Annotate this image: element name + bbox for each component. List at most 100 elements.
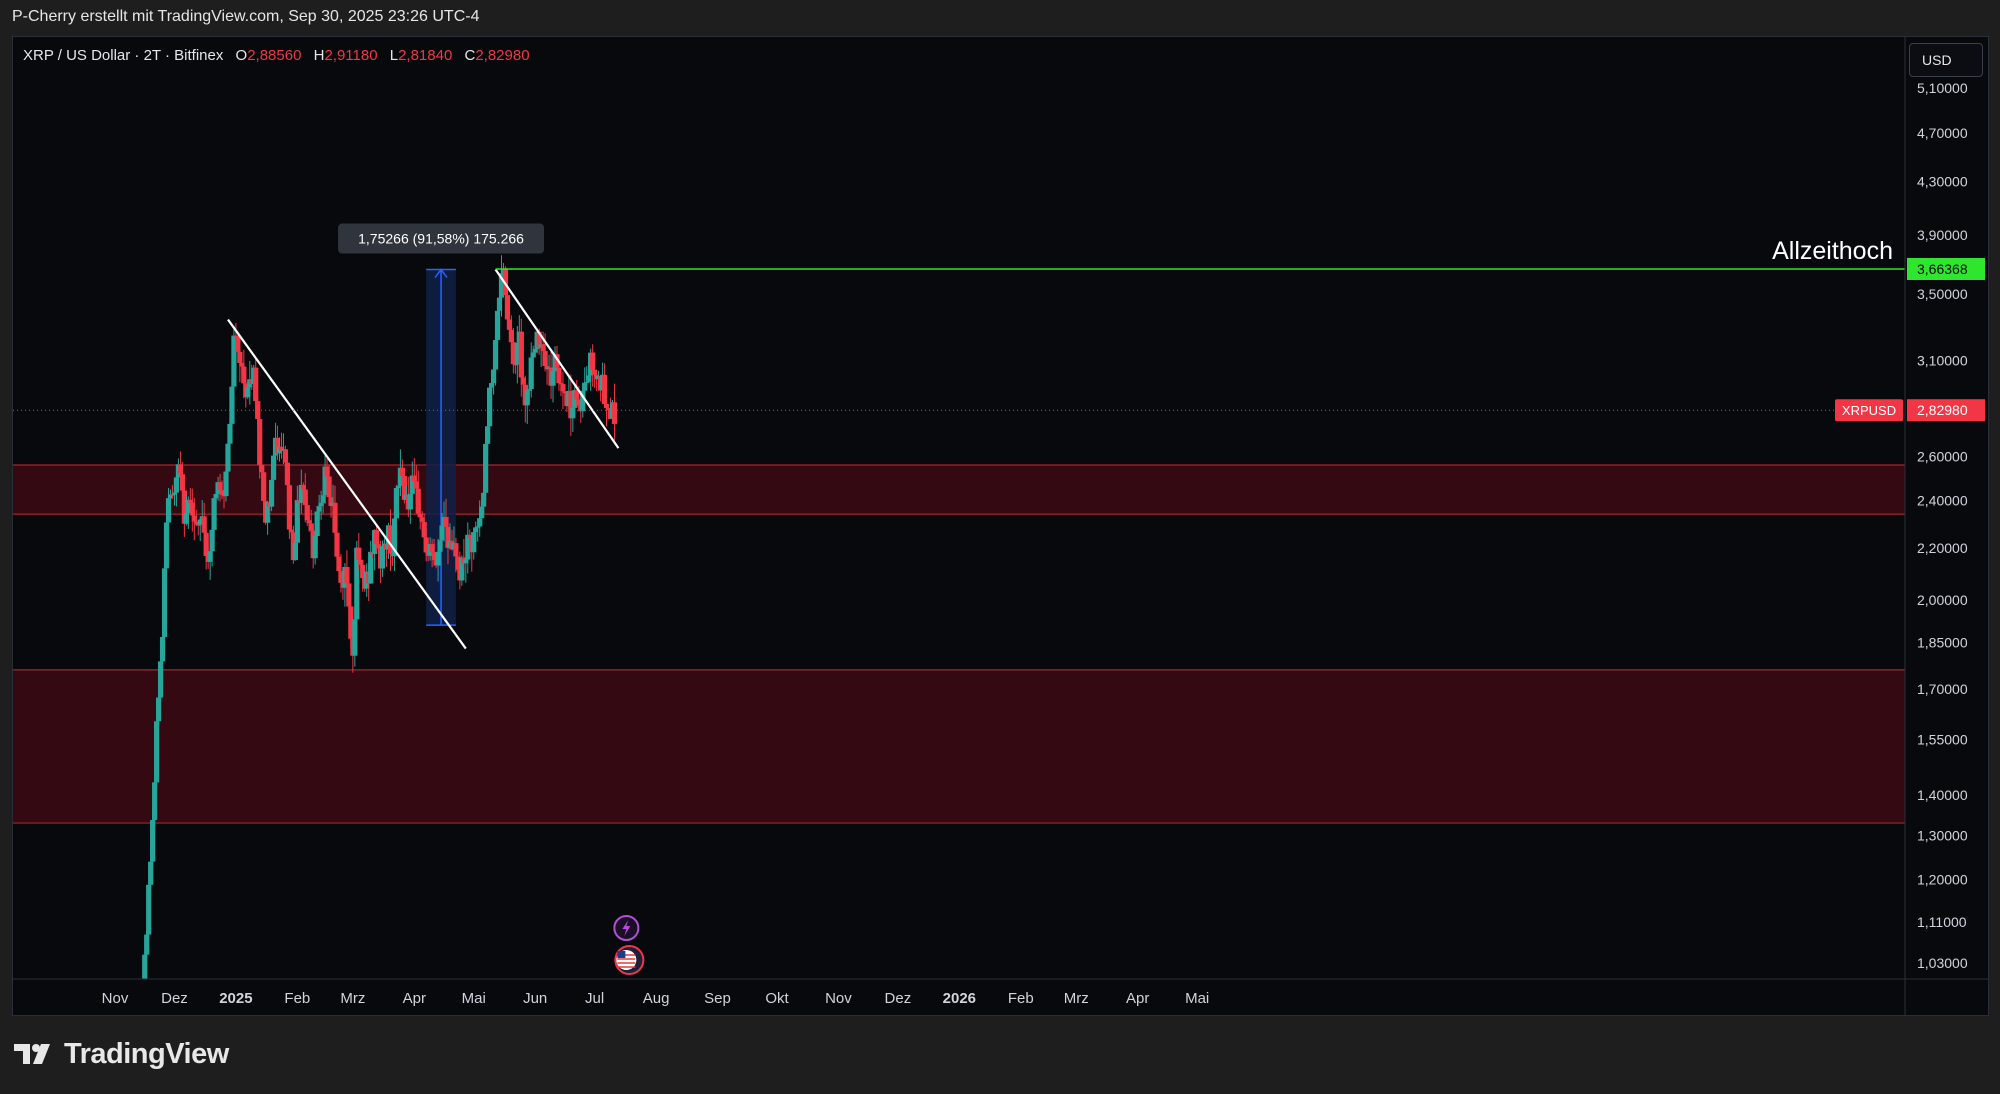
candle xyxy=(274,425,281,460)
trendline-1 xyxy=(227,318,467,650)
candle-body xyxy=(181,490,187,524)
candle-body xyxy=(443,517,449,527)
candle xyxy=(157,655,164,711)
candle-body xyxy=(560,384,566,392)
lower-demand-zone xyxy=(13,669,1905,824)
candle-body xyxy=(399,467,405,477)
candle-body xyxy=(419,517,425,522)
candle xyxy=(265,501,271,535)
tradingview-logo-icon xyxy=(14,1044,50,1064)
candle xyxy=(423,530,429,562)
candle-body xyxy=(611,402,618,424)
candle-body xyxy=(171,492,178,495)
candle xyxy=(475,524,481,542)
candle xyxy=(326,464,332,499)
price-tick-label: 1,30000 xyxy=(1917,828,1968,844)
candle xyxy=(217,473,223,502)
time-tick-label: Mai xyxy=(1185,990,1209,1007)
candle-body xyxy=(488,382,495,388)
candle xyxy=(189,488,195,532)
candle-body xyxy=(467,534,473,539)
candle-body xyxy=(421,521,427,538)
candle xyxy=(227,417,233,462)
trendline-2 xyxy=(494,268,620,449)
candle xyxy=(506,301,513,334)
candle-body xyxy=(486,387,493,427)
candle-body xyxy=(558,383,564,385)
measure-label: 1,75266 (91,58%) 175.266 xyxy=(358,231,524,247)
candle-body xyxy=(429,544,435,553)
candle-body xyxy=(346,583,352,607)
candle xyxy=(193,509,199,526)
candle-body xyxy=(498,273,505,298)
candle-body xyxy=(270,455,277,480)
candle xyxy=(235,334,241,355)
candle-body xyxy=(586,375,592,382)
plot-area: Allzeithoch 1,75266 (91,58%) 175.266 xyxy=(13,223,1905,979)
candle-body xyxy=(197,519,203,525)
candle-body xyxy=(356,547,362,560)
candle xyxy=(167,489,174,504)
candle-body xyxy=(229,386,235,424)
candle-body xyxy=(354,547,360,620)
symbol-price-tag xyxy=(1835,399,1903,422)
candle-body xyxy=(203,532,209,557)
candle-body xyxy=(368,551,374,584)
candle-body xyxy=(211,498,217,530)
candle-body xyxy=(504,295,511,320)
candles xyxy=(142,255,618,979)
candle-body xyxy=(475,526,481,528)
candle xyxy=(483,440,489,501)
candle-body xyxy=(292,542,298,561)
candle-body xyxy=(288,529,294,533)
candle-body xyxy=(526,389,532,391)
candle xyxy=(473,521,479,542)
candle xyxy=(437,538,443,566)
candle-body xyxy=(312,536,318,559)
candle-body xyxy=(167,494,174,499)
symbol-name[interactable]: XRP / US Dollar · 2T · Bitfinex xyxy=(23,47,224,64)
candle-body xyxy=(471,532,477,553)
time-tick-label: Aug xyxy=(643,990,670,1007)
candle xyxy=(223,469,229,502)
candle-body xyxy=(156,697,162,722)
candle-body xyxy=(582,383,588,391)
chart-caption: P-Cherry erstellt mit TradingView.com, S… xyxy=(12,8,480,25)
candle-body xyxy=(227,423,233,444)
candle-body xyxy=(159,636,166,662)
time-tick-label: Mai xyxy=(462,990,486,1007)
candle-body xyxy=(532,349,538,353)
candle-body xyxy=(146,884,152,935)
candle-body xyxy=(601,374,608,405)
candle-body xyxy=(528,357,534,390)
candle-body xyxy=(570,407,576,419)
candle-body xyxy=(374,530,380,545)
candle-body xyxy=(207,551,213,562)
candle-body xyxy=(358,559,364,565)
candle-body xyxy=(391,518,398,557)
candle xyxy=(169,485,176,499)
time-tick-label: Mrz xyxy=(340,990,365,1007)
currency-button[interactable]: USD xyxy=(1909,43,1983,77)
candle xyxy=(225,435,231,483)
candle-body xyxy=(191,515,197,522)
candle xyxy=(288,513,294,536)
candle-body xyxy=(308,523,314,531)
candle-body xyxy=(502,268,509,296)
candle-body xyxy=(245,387,251,398)
candle-body xyxy=(193,521,199,525)
candlestick-chart[interactable]: Allzeithoch 1,75266 (91,58%) 175.266 5,100… xyxy=(13,37,1988,1015)
candle xyxy=(494,308,501,347)
candle xyxy=(154,715,160,790)
candle-body xyxy=(154,721,160,783)
candle-body xyxy=(415,488,421,514)
symbol-legend[interactable]: XRP / US Dollar · 2T · Bitfinex O2,88560… xyxy=(23,47,530,64)
price-tick-label: 1,70000 xyxy=(1917,681,1968,697)
candle-body xyxy=(590,352,596,370)
chart-area[interactable]: Allzeithoch 1,75266 (91,58%) 175.266 5,100… xyxy=(12,36,1989,1016)
candle xyxy=(528,342,534,398)
candle xyxy=(203,530,209,570)
candle xyxy=(510,328,516,374)
price-tick-label: 4,70000 xyxy=(1917,125,1968,141)
candle xyxy=(415,470,421,517)
